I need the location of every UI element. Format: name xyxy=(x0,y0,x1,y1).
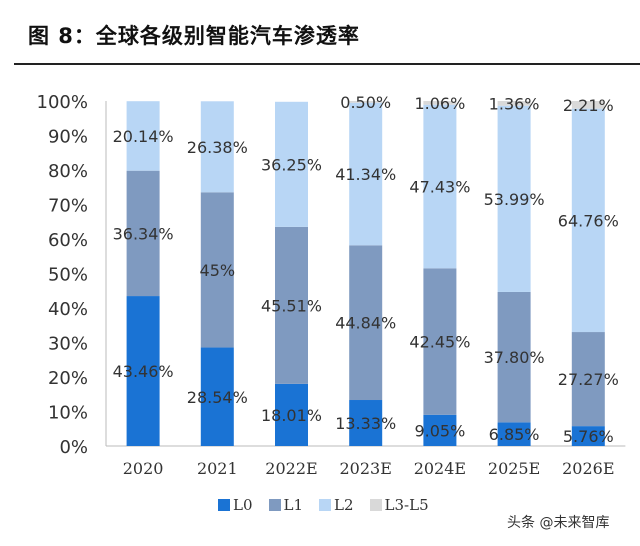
legend-swatch xyxy=(319,499,332,511)
legend-swatch xyxy=(369,499,382,511)
data-label: 1.06% xyxy=(414,94,465,113)
bar-segment-l3-l5 xyxy=(571,101,605,109)
watermark: 头条 @未来智库 xyxy=(507,515,610,531)
bar-segment-l0 xyxy=(571,426,605,446)
data-label: 47.43% xyxy=(409,178,470,197)
bar-segment-l1 xyxy=(126,170,160,297)
bar-segment-l2 xyxy=(423,104,457,269)
x-tick-label: 2025E xyxy=(488,459,540,478)
y-tick-label: 20% xyxy=(48,368,88,389)
data-label: 64.76% xyxy=(558,211,619,230)
y-tick-label: 80% xyxy=(48,161,88,182)
legend-swatch xyxy=(268,499,281,511)
bar-segment-l3-l5 xyxy=(349,100,383,103)
y-tick-label: 0% xyxy=(59,437,88,458)
data-label: 13.33% xyxy=(335,414,396,433)
legend-label: L1 xyxy=(283,496,304,514)
bar-segment-l2 xyxy=(497,105,531,292)
data-label: 20.14% xyxy=(113,127,174,146)
legend-item: L1 xyxy=(268,496,304,514)
data-label: 28.54% xyxy=(187,388,248,407)
title-divider xyxy=(14,63,640,65)
bar-segment-l0 xyxy=(275,383,308,446)
x-tick-label: 2024E xyxy=(414,459,466,478)
bar-segment-l0 xyxy=(126,296,160,446)
y-tick-label: 100% xyxy=(37,92,88,113)
y-tick-label: 40% xyxy=(48,299,88,320)
bar-segment-l1 xyxy=(497,291,531,423)
x-tick-label: 2023E xyxy=(339,459,391,478)
data-label: 42.45% xyxy=(409,333,470,352)
bar-segment-l3-l5 xyxy=(423,101,457,105)
bar-segment-l2 xyxy=(275,101,308,227)
bar-segment-l1 xyxy=(275,226,308,384)
data-label: 1.36% xyxy=(489,94,540,113)
x-tick-label: 2021 xyxy=(197,459,238,478)
data-label: 2.21% xyxy=(563,96,614,115)
data-label: 18.01% xyxy=(261,406,322,425)
data-label: 36.34% xyxy=(113,224,174,243)
bar-segment-l2 xyxy=(349,102,383,246)
data-label: 6.85% xyxy=(489,425,540,444)
legend-label: L0 xyxy=(233,496,253,514)
x-tick-label: 2020 xyxy=(123,459,164,478)
bar-segment-l0 xyxy=(497,422,531,446)
bar-segment-l3-l5 xyxy=(497,101,531,106)
data-label: 41.34% xyxy=(335,165,396,184)
data-label: 27.27% xyxy=(558,370,619,389)
y-tick-label: 30% xyxy=(48,334,88,355)
x-tick-label: 2022E xyxy=(265,459,317,478)
data-label: 0.50% xyxy=(340,93,391,112)
bar-segment-l0 xyxy=(200,347,234,446)
data-label: 45% xyxy=(200,261,236,280)
bar-segment-l1 xyxy=(571,332,605,427)
bar-segment-l1 xyxy=(200,192,234,348)
data-label: 45.51% xyxy=(261,296,322,315)
bar-segment-l0 xyxy=(423,414,457,446)
bar-segment-l2 xyxy=(200,101,234,193)
legend-item: L0 xyxy=(218,496,253,514)
y-tick-label: 90% xyxy=(48,127,88,148)
legend: L0 L1 L2 L3-L5 xyxy=(218,496,429,514)
bar-segment-l0 xyxy=(349,400,383,446)
legend-item: L2 xyxy=(319,496,354,514)
x-tick-label: 2026E xyxy=(562,459,614,478)
legend-label: L2 xyxy=(334,496,354,514)
data-label: 44.84% xyxy=(335,314,396,333)
data-label: 36.25% xyxy=(261,155,322,174)
legend-label: L3-L5 xyxy=(384,496,429,514)
data-label: 37.80% xyxy=(484,348,545,367)
bar-segment-l2 xyxy=(571,108,605,333)
bar-segment-l1 xyxy=(349,245,383,401)
data-label: 9.05% xyxy=(414,421,465,440)
y-tick-label: 70% xyxy=(48,196,88,217)
data-label: 53.99% xyxy=(484,190,545,209)
y-tick-label: 60% xyxy=(48,230,88,251)
y-tick-label: 50% xyxy=(48,265,88,286)
legend-swatch xyxy=(218,499,230,511)
bar-segment-l2 xyxy=(126,101,160,171)
legend-item: L3-L5 xyxy=(369,496,429,514)
data-label: 43.46% xyxy=(113,362,174,381)
bar-segment-l1 xyxy=(423,268,457,415)
y-tick-label: 10% xyxy=(48,403,88,424)
data-label: 26.38% xyxy=(187,138,248,157)
figure-title: 图 8：全球各级别智能汽车渗透率 xyxy=(28,24,360,48)
data-label: 5.76% xyxy=(563,427,614,446)
